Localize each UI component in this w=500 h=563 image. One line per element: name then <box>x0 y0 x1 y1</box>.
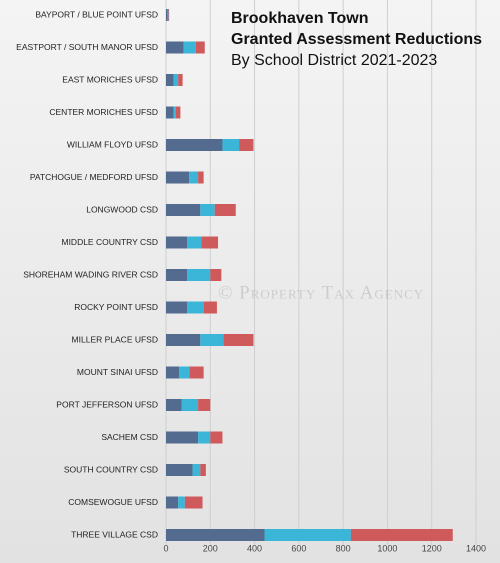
bar-segment <box>166 366 180 379</box>
bar-segment <box>166 399 182 411</box>
y-tick-label: MILLER PLACE UFSD <box>72 334 158 344</box>
bar-segment <box>200 204 215 216</box>
bar-segment <box>173 106 176 119</box>
x-tick-label: 0 <box>163 543 168 553</box>
bar-segment <box>183 41 196 54</box>
bar-segment <box>210 269 222 281</box>
chart-title: Granted Assessment Reductions <box>231 31 482 48</box>
bar-segment <box>189 366 204 379</box>
y-tick-label: THREE VILLAGE CSD <box>71 529 158 539</box>
bar-segment <box>184 496 203 509</box>
y-tick-label: LONGWOOD CSD <box>86 204 158 214</box>
bar-segment <box>167 9 169 21</box>
y-tick-label: EASTPORT / SOUTH MANOR UFSD <box>16 42 158 52</box>
x-tick-label: 400 <box>247 543 262 553</box>
bar-segment <box>264 529 351 541</box>
y-tick-label: MIDDLE COUNTRY CSD <box>61 237 158 247</box>
chart-title: Brookhaven Town <box>231 10 369 27</box>
bar-segment <box>166 9 168 21</box>
bar-segment <box>214 204 236 216</box>
bar-segment <box>203 301 217 314</box>
bar-segment <box>173 74 179 86</box>
bar-segment <box>166 74 174 86</box>
watermark: © Property Tax Agency <box>218 282 424 303</box>
x-tick-label: 1000 <box>377 543 397 553</box>
bar-segment <box>166 334 201 346</box>
bar-segment <box>223 334 254 346</box>
x-tick-label: 600 <box>291 543 306 553</box>
bar-segment <box>166 236 188 249</box>
bar-segment <box>222 139 240 151</box>
y-tick-label: ROCKY POINT UFSD <box>74 302 158 312</box>
y-tick-label: SACHEM CSD <box>101 432 158 442</box>
bar-segment <box>350 529 453 541</box>
bars: BAYPORT / BLUE POINT UFSD EASTPORT / SOUT… <box>16 9 453 541</box>
y-tick-label: PORT JEFFERSON UFSD <box>56 399 158 409</box>
y-tick-label: SOUTH COUNTRY CSD <box>64 464 158 474</box>
bar-segment <box>166 496 179 509</box>
bar-segment <box>195 41 205 54</box>
x-tick-label: 800 <box>336 543 351 553</box>
bar-segment <box>187 269 211 281</box>
bar-segment <box>200 334 224 346</box>
bar-segment <box>187 301 204 314</box>
y-tick-label: CENTER MORICHES UFSD <box>49 107 158 117</box>
bar-segment <box>198 399 211 411</box>
bar-segment <box>187 236 202 249</box>
bar-segment <box>178 74 183 86</box>
y-tick-label: COMSEWOGUE UFSD <box>68 497 158 507</box>
bar-segment <box>181 399 199 411</box>
y-tick-label: SHOREHAM WADING RIVER CSD <box>23 269 158 279</box>
bar-segment <box>166 139 223 151</box>
grid: 0 200 400 600 800 1000 1200 1400 <box>163 0 486 553</box>
bar-segment <box>200 464 206 476</box>
bar-segment <box>178 496 185 509</box>
bar-segment <box>166 529 265 541</box>
bar-segment <box>166 269 188 281</box>
chart-subtitle: By School District 2021-2023 <box>231 52 437 69</box>
bar-segment <box>189 171 199 184</box>
bar-segment <box>210 431 223 444</box>
bar-segment <box>166 171 190 184</box>
bar-segment <box>166 106 174 119</box>
bar-segment <box>175 106 181 119</box>
y-tick-label: EAST MORICHES UFSD <box>62 74 158 84</box>
bar-segment <box>166 464 193 476</box>
y-tick-label: WILLIAM FLOYD UFSD <box>67 139 158 149</box>
y-tick-label: BAYPORT / BLUE POINT UFSD <box>35 9 158 19</box>
bar-segment <box>166 431 199 444</box>
bar-segment <box>179 366 190 379</box>
bar-segment <box>198 171 204 184</box>
bar-segment <box>168 9 170 21</box>
bar-segment <box>198 431 211 444</box>
bar-segment <box>166 204 201 216</box>
bar-segment <box>201 236 219 249</box>
y-tick-label: PATCHOGUE / MEDFORD UFSD <box>30 172 158 182</box>
bar-segment <box>166 41 184 54</box>
y-tick-label: MOUNT SINAI UFSD <box>77 367 158 377</box>
x-tick-label: 1400 <box>466 543 486 553</box>
bar-segment <box>166 301 188 314</box>
x-tick-label: 1200 <box>422 543 442 553</box>
x-tick-label: 200 <box>203 543 218 553</box>
bar-segment <box>192 464 201 476</box>
bar-segment <box>239 139 254 151</box>
